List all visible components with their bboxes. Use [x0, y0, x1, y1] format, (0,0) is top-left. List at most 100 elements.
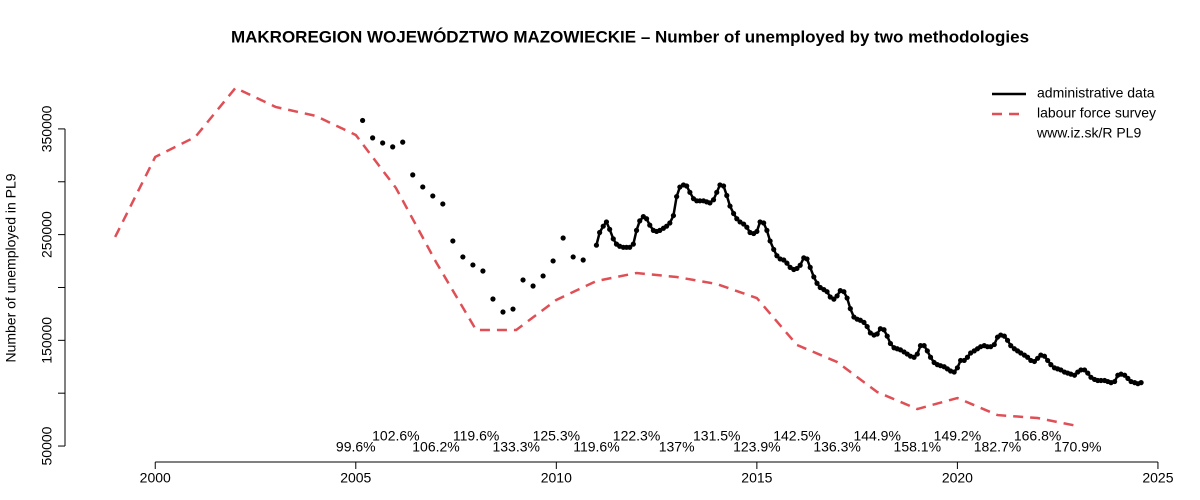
ratio-label: 170.9% [1054, 439, 1101, 455]
series-point [637, 218, 643, 224]
series-point [927, 354, 934, 360]
series-point [954, 365, 961, 371]
series-point [627, 244, 633, 250]
series-point [881, 327, 887, 333]
series-point [761, 220, 767, 226]
series-point [687, 189, 693, 195]
series-point [603, 219, 610, 225]
series-point [380, 140, 386, 146]
series-point [1125, 375, 1131, 381]
series-point [767, 238, 773, 244]
series-point [670, 212, 677, 219]
x-tick-label: 2015 [741, 470, 772, 486]
series-point [774, 253, 780, 259]
series-point [797, 262, 803, 268]
legend-source: www.iz.sk/R PL9 [1036, 125, 1141, 141]
series-point [964, 354, 971, 360]
series-point [664, 223, 670, 229]
series-point [784, 260, 790, 266]
series-point [460, 254, 466, 260]
series-point [674, 193, 680, 200]
y-axis-label: Number of unemployed in PL9 [3, 173, 19, 362]
ratio-label: 136.3% [813, 439, 860, 455]
x-tick-label: 2025 [1142, 470, 1173, 486]
series-point [580, 257, 586, 263]
series-point [834, 293, 840, 299]
series-point [470, 262, 476, 268]
series-point [1138, 380, 1144, 386]
ratio-label: 125.3% [533, 428, 580, 444]
series-point [714, 189, 720, 195]
series-point [861, 319, 867, 325]
series-point [630, 241, 636, 247]
x-tick-label: 2005 [340, 470, 371, 486]
series-point [771, 246, 777, 253]
series-point [500, 309, 506, 315]
ratio-label: 123.9% [733, 439, 780, 455]
series-point [884, 333, 890, 339]
series-point [1004, 337, 1011, 343]
series-point [647, 222, 653, 228]
series-point [730, 210, 737, 217]
series-point [831, 296, 837, 302]
series-point [874, 331, 880, 337]
ratio-label: 144.9% [853, 428, 900, 444]
series-point [1045, 357, 1051, 364]
series-point [764, 227, 770, 233]
series-point [370, 135, 376, 141]
series-point [1001, 333, 1007, 339]
series-point [1071, 372, 1078, 378]
series-point [550, 258, 556, 264]
series-point [917, 343, 924, 349]
series-line [114, 86, 1078, 428]
series-point [1122, 372, 1128, 378]
ratio-label: 119.6% [453, 428, 499, 444]
series-point [643, 216, 650, 222]
series-point [450, 238, 456, 244]
ratio-label: 142.5% [773, 428, 820, 444]
y-tick-label: 50000 [39, 426, 55, 465]
series-point [991, 341, 997, 348]
series-point [510, 306, 516, 312]
series-point [864, 323, 870, 330]
ratio-label: 131.5% [693, 428, 740, 444]
series-point [1085, 370, 1091, 376]
series-point [1031, 358, 1038, 365]
series-point [958, 357, 964, 364]
series-point [841, 289, 847, 295]
series-point [480, 268, 486, 274]
x-tick-label: 2000 [140, 470, 171, 486]
ratio-label: 102.6% [372, 428, 419, 444]
ratio-label: 182.7% [974, 439, 1021, 455]
series-point [781, 257, 787, 263]
series-point [807, 264, 813, 270]
series-point [1008, 343, 1014, 349]
series-point [814, 280, 820, 286]
series-point [961, 357, 967, 364]
legend-label: labour force survey [1037, 105, 1156, 121]
series-point [633, 227, 640, 233]
series-point [720, 183, 727, 189]
series-point [951, 369, 957, 375]
y-tick-label: 350000 [39, 105, 55, 152]
series-point [597, 229, 603, 236]
y-tick-label: 150000 [39, 317, 55, 364]
series-point [1048, 362, 1054, 368]
series-point [824, 289, 830, 295]
series-point [707, 200, 713, 206]
series-point [420, 184, 426, 190]
series-point [804, 256, 810, 262]
series-point [600, 223, 606, 229]
series-line [595, 183, 1142, 385]
ratio-label: 149.2% [934, 428, 981, 444]
ratio-label: 166.8% [1014, 428, 1061, 444]
series-point [914, 351, 920, 357]
series-point [520, 277, 526, 283]
chart-title: MAKROREGION WOJEWÓDZTWO MAZOWIECKIE – Nu… [231, 27, 1029, 46]
series-point [741, 221, 747, 227]
series-point [1024, 354, 1031, 360]
series-point [610, 236, 616, 242]
series-point [593, 242, 600, 248]
series-point [607, 226, 613, 232]
